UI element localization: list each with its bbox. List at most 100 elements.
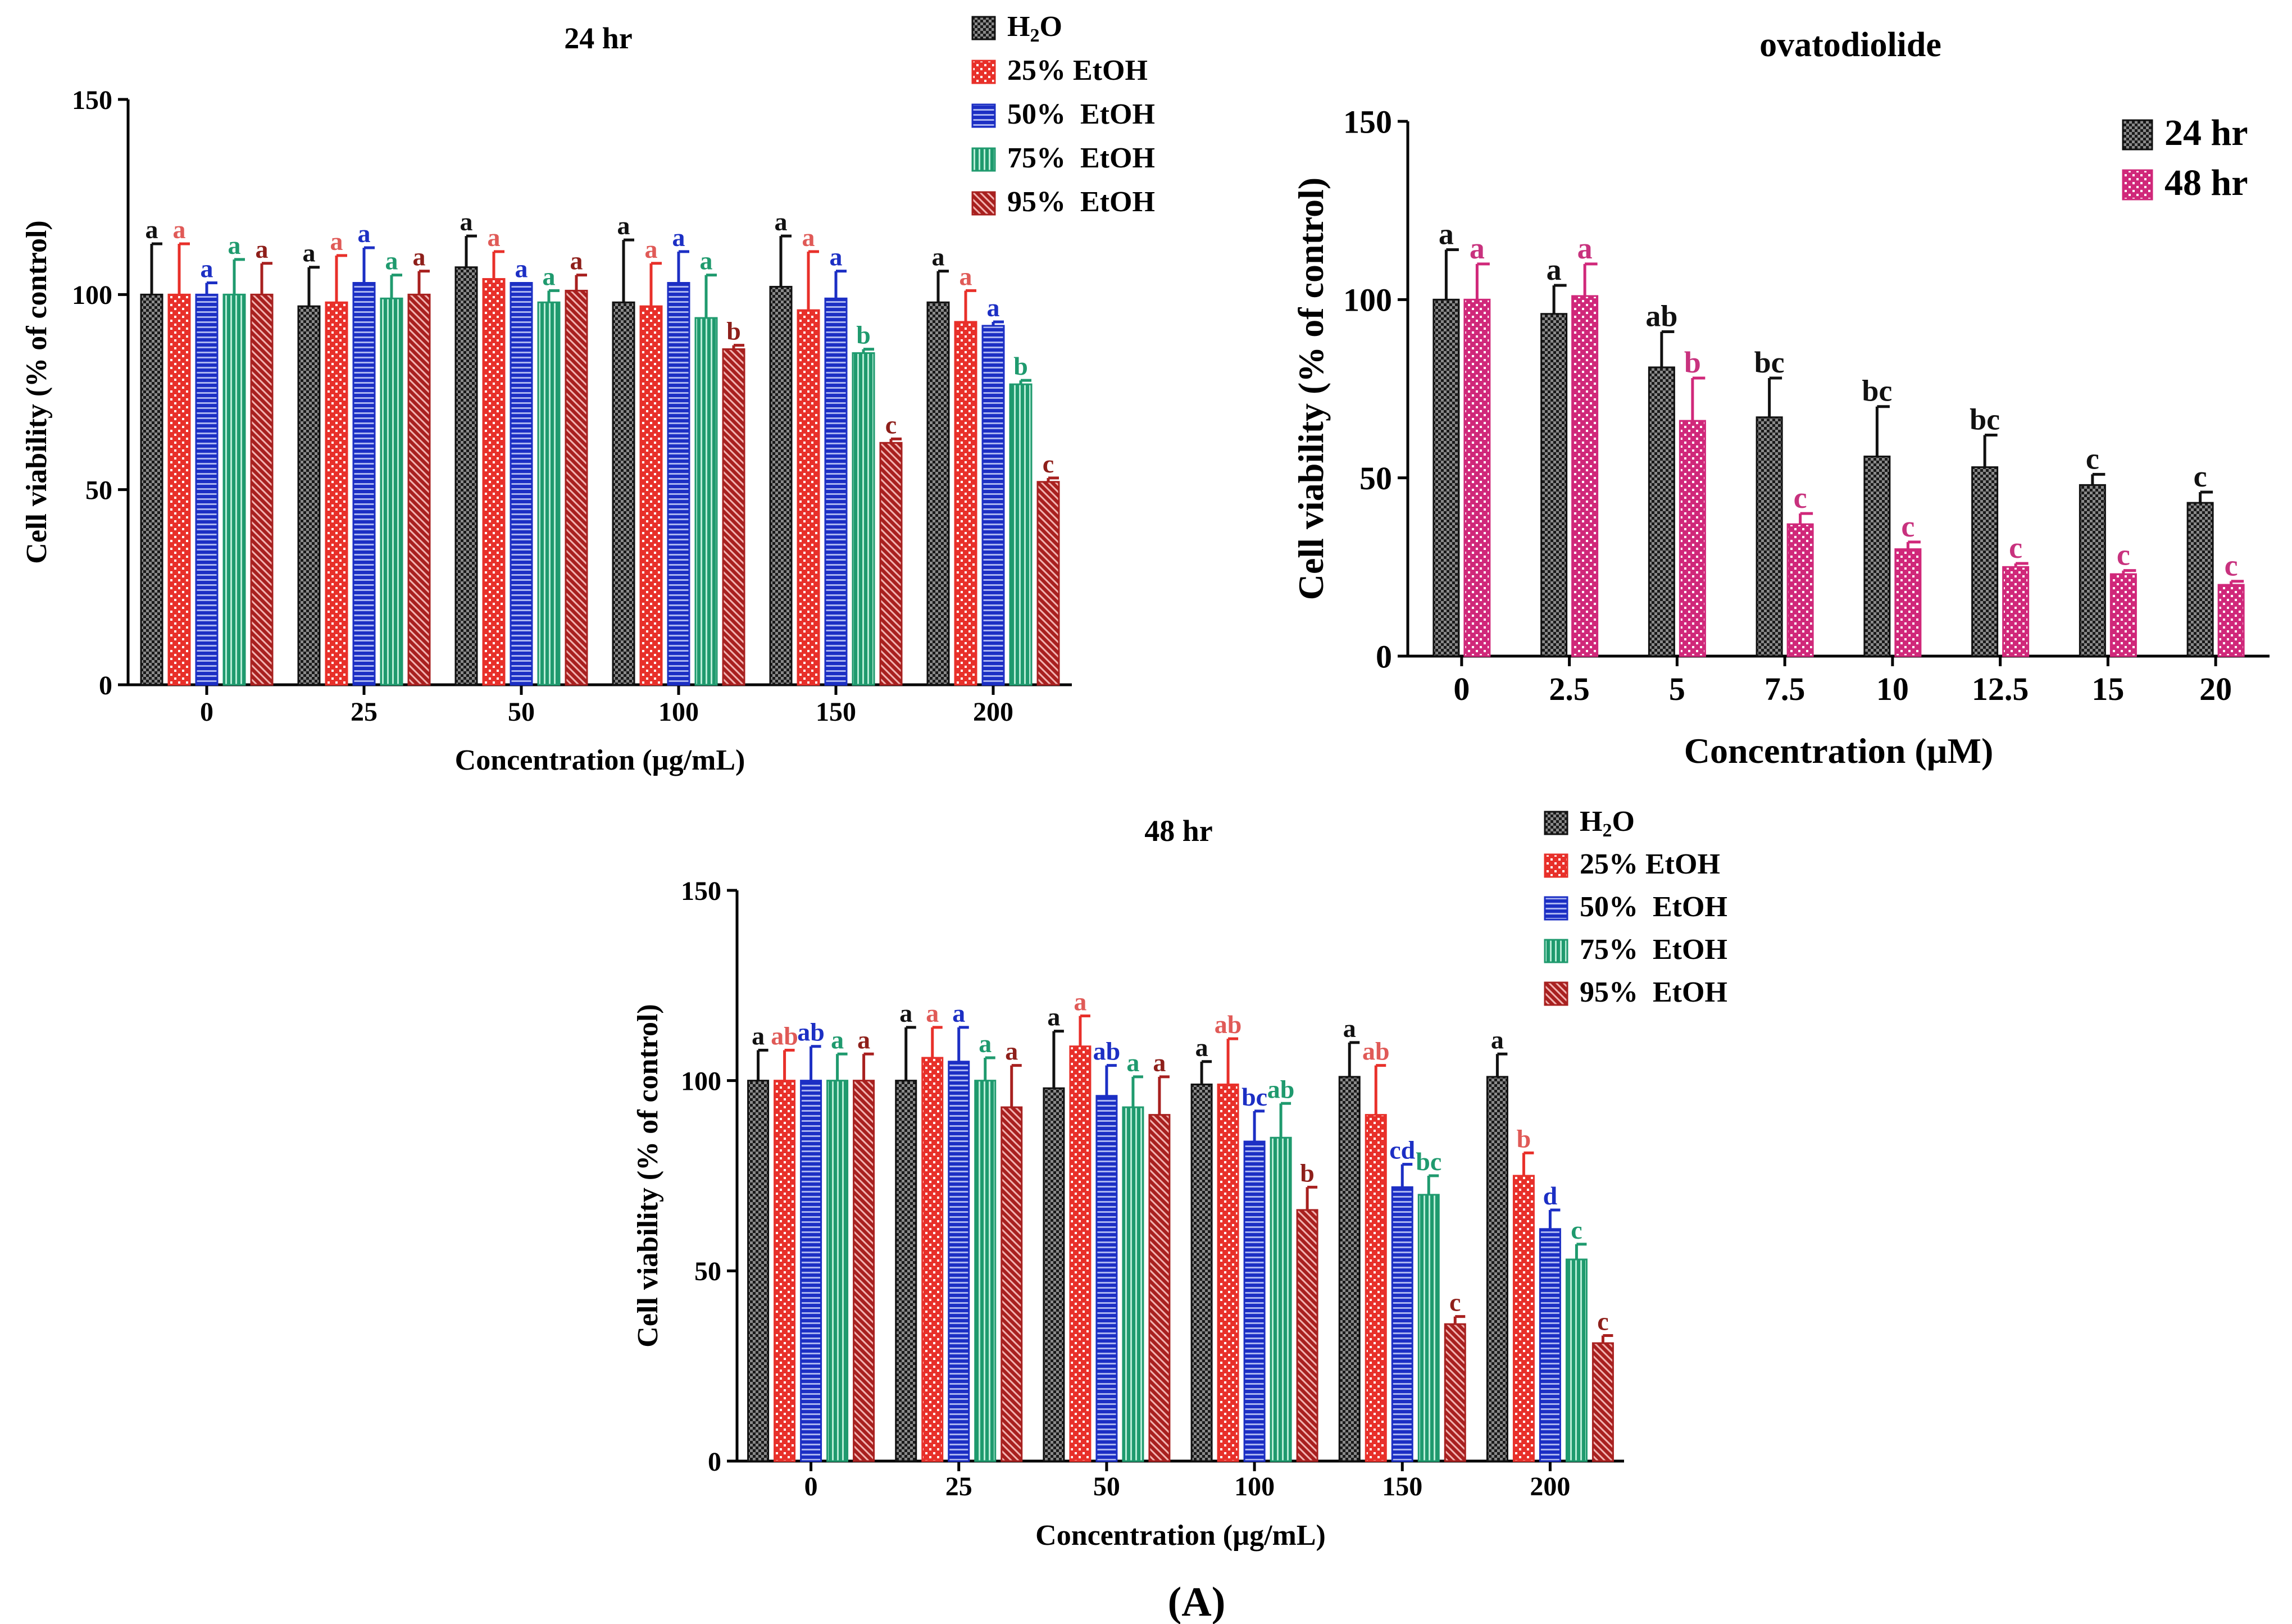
significance-letter: a [145, 215, 158, 244]
bar [774, 1080, 796, 1462]
significance-letter: a [802, 223, 815, 252]
bar [140, 293, 163, 686]
y-tick-label: 50 [1359, 460, 1392, 497]
x-tick-label: 100 [658, 697, 699, 727]
legend-swatch [971, 147, 996, 172]
bar [1486, 1076, 1508, 1462]
significance-letter: a [543, 262, 556, 290]
bar [747, 1080, 770, 1462]
bar [1043, 1087, 1065, 1462]
legend-label: 50% EtOH [1580, 891, 1727, 923]
significance-letter: a [256, 235, 269, 263]
bar [852, 352, 875, 686]
x-tick-label: 50 [508, 697, 535, 727]
bar [297, 305, 321, 686]
bar [1338, 1076, 1361, 1462]
x-tick-label: 5 [1669, 671, 1685, 707]
bar [2186, 502, 2214, 657]
legend-swatch [1544, 896, 1568, 921]
legend-swatch [971, 103, 996, 128]
y-tick-label: 50 [694, 1257, 721, 1286]
bar [926, 301, 950, 686]
legend: H2O 25% EtOH 50% EtOH 75% EtOH 95% EtOH [971, 11, 1155, 218]
bar [2079, 484, 2106, 657]
significance-letter: bc [1754, 345, 1785, 379]
bar [1296, 1209, 1318, 1462]
significance-letter: a [857, 1025, 870, 1054]
chart-title: 24 hr [564, 21, 633, 55]
x-tick-label: 25 [945, 1472, 972, 1502]
bar [824, 297, 848, 686]
significance-letter: b [1684, 345, 1701, 379]
x-tick-label: 25 [351, 697, 378, 727]
bar [667, 281, 690, 686]
bar [1036, 481, 1060, 686]
significance-letter: a [987, 293, 1000, 322]
bar [537, 301, 561, 686]
bar [1069, 1045, 1092, 1462]
bar [454, 266, 478, 686]
significance-letter: a [1126, 1048, 1139, 1077]
legend-label: 75% EtOH [1007, 142, 1155, 174]
bar [167, 293, 191, 686]
y-tick-label: 150 [681, 876, 721, 906]
chart-48hr: 48 hr 0 50 100 150 Cell viability (% of contr… [632, 806, 1727, 1552]
significance-letter: b [726, 317, 741, 345]
x-tick-label: 12.5 [1972, 671, 2029, 707]
y-axis-label: Cell viability (% of control) [1291, 178, 1331, 601]
x-axis-label: Concentration (µg/mL) [455, 744, 745, 776]
bar [1243, 1140, 1266, 1462]
significance-letter: c [1043, 449, 1054, 478]
bar [981, 325, 1005, 686]
significance-letter: bc [1862, 374, 1892, 408]
bar [1863, 456, 1891, 657]
y-tick-label: 150 [72, 85, 112, 115]
x-tick-label: 2.5 [1549, 671, 1590, 707]
bar [222, 293, 246, 686]
significance-letter: c [1597, 1307, 1608, 1335]
significance-letter: ab [1645, 299, 1677, 333]
significance-letter: a [1074, 988, 1086, 1016]
bar [879, 442, 903, 686]
significance-letter: a [831, 1025, 844, 1054]
x-tick-label: 15 [2091, 671, 2124, 707]
significance-letter: a [303, 239, 316, 267]
y-tick-label: 100 [681, 1066, 721, 1096]
significance-letter: a [330, 227, 343, 256]
legend-swatch [971, 16, 996, 40]
significance-letter: a [1005, 1037, 1018, 1066]
bar [694, 317, 718, 686]
bar [1095, 1095, 1118, 1462]
significance-letter: b [1300, 1158, 1315, 1187]
significance-letter: a [979, 1029, 992, 1058]
chart-title: 48 hr [1144, 814, 1213, 848]
bar [1539, 1228, 1561, 1462]
x-tick-label: 20 [2199, 671, 2232, 707]
significance-letter: a [952, 999, 965, 1027]
bar [352, 281, 376, 686]
bar [1391, 1186, 1413, 1462]
significance-letter: bc [1416, 1147, 1441, 1176]
legend-swatch [1544, 853, 1568, 878]
significance-letter: a [570, 247, 583, 275]
bar [769, 285, 793, 686]
bar [1894, 548, 1922, 657]
x-axis-label: Concentration (µg/mL) [1035, 1520, 1326, 1552]
significance-letter: a [1439, 217, 1454, 251]
significance-letter: d [1543, 1181, 1558, 1210]
x-tick-label: 0 [1453, 671, 1470, 707]
bar [510, 281, 533, 686]
significance-letter: a [700, 247, 713, 275]
legend-swatch [971, 191, 996, 216]
legend: H2O 25% EtOH 50% EtOH 75% EtOH 95% EtOH [1544, 806, 1727, 1008]
significance-letter: a [201, 254, 213, 283]
legend-swatch [2122, 169, 2153, 201]
legend-label: 75% EtOH [1580, 934, 1727, 966]
bar [1756, 416, 1783, 657]
legend-label: 95% EtOH [1007, 186, 1155, 218]
x-tick-label: 200 [1530, 1472, 1570, 1502]
significance-letter: c [2086, 442, 2099, 475]
legend-label: H2O [1007, 11, 1062, 46]
